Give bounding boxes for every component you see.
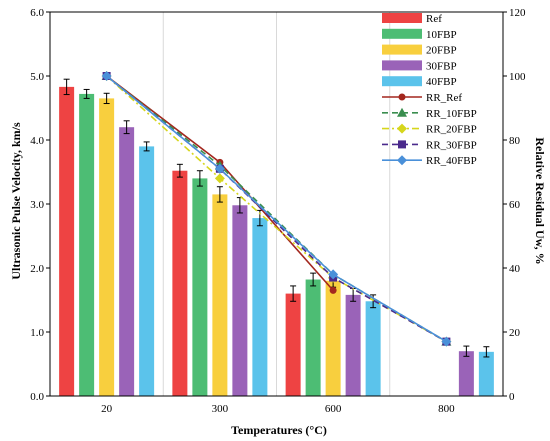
x-tick-label-800: 800 [438,403,455,415]
y2-tick-label-80: 80 [509,135,521,147]
legend-label-10fbp: 10FBP [426,29,457,41]
y-tick-label-6.0: 6.0 [30,7,44,19]
bar-20fbp-20 [99,98,115,397]
bar-40fbp-20 [139,146,155,396]
point-rr-40fbp-800 [441,336,452,347]
bar-30fbp-600 [345,294,361,396]
bar-ref-600 [285,293,301,396]
y2-tick-label-60: 60 [509,199,521,211]
line-rr-40fbp [106,75,447,343]
line-rr-10fbp [106,75,447,343]
chart-legend: Ref 10FBP 20FBP 30FBP 40FBP RR_Ref RR_10FBP RR_… [382,13,477,167]
bar-20fbp-600 [325,280,341,396]
legend-marker-rr-ref [398,93,406,101]
y2-tick-label-0: 0 [509,391,515,403]
bar-ref-300 [172,170,188,396]
x-tick-label-20: 20 [101,403,113,415]
y-tick-label-3.0: 3.0 [30,199,44,211]
y-tick-label-5.0: 5.0 [30,71,44,83]
legend-label-rr-20fbp: RR_20FBP [426,124,477,136]
bar-10fbp-600 [305,279,321,396]
bar-40fbp-300 [252,218,268,396]
x-tick-label-600: 600 [325,403,342,415]
y-axis-title: Ultrasonic Pulse Velocity, km/s [9,122,23,280]
bar-10fbp-20 [79,93,95,397]
x-tick-label-300: 300 [212,403,229,415]
legend-label-rr-30fbp: RR_30FBP [426,139,477,151]
y-tick-label-4.0: 4.0 [30,135,44,147]
bar-30fbp-20 [119,127,135,396]
point-rr-ref-600 [329,286,337,294]
legend-label-20fbp: 20FBP [426,45,457,57]
bar-layer [59,78,494,397]
point-rr-40fbp-600 [328,269,339,280]
legend-label-ref: Ref [426,13,442,25]
grid-layer [162,12,391,396]
line-rr-20fbp [106,75,447,343]
legend-label-40fbp: 40FBP [426,76,457,88]
bar-ref-20 [59,86,75,396]
axis-layer: 0.0 1.0 2.0 3.0 4.0 5.0 6.0 0 20 40 60 80 100 120 20 30… [30,7,526,415]
y2-tick-label-20: 20 [509,327,521,339]
y2-tick-label-120: 120 [509,7,526,19]
legend-swatch-20fbp [382,44,422,55]
y-tick-label-0.0: 0.0 [30,391,44,403]
legend-marker-rr-10fbp [397,107,407,117]
bar-30fbp-800 [458,351,474,396]
legend-marker-rr-20fbp [397,123,407,134]
legend-swatch-40fbp [382,76,422,87]
bar-40fbp-600 [365,301,381,396]
line-layer [101,71,452,347]
legend-marker-rr-30fbp [398,140,406,149]
legend-label-rr-ref: RR_Ref [426,92,462,104]
point-rr-40fbp-20 [101,71,112,81]
legend-label-30fbp: 30FBP [426,60,457,72]
legend-swatch-ref [382,13,422,23]
bar-20fbp-300 [212,194,228,396]
point-rr-40fbp-300 [214,163,225,174]
bar-10fbp-300 [192,178,208,396]
y-tick-label-2.0: 2.0 [30,263,44,275]
x-axis-title: Temperatures (°C) [231,423,327,437]
y-tick-label-1.0: 1.0 [30,327,44,339]
legend-label-rr-40fbp: RR_40FBP [426,155,477,167]
bar-30fbp-300 [232,205,248,396]
legend-swatch-30fbp [382,60,422,71]
y2-tick-label-100: 100 [509,71,526,83]
bar-40fbp-800 [478,351,494,396]
legend-swatch-10fbp [382,28,422,39]
legend-marker-rr-40fbp [397,155,407,166]
legend-label-rr-10fbp: RR_10FBP [426,108,477,120]
y2-tick-label-40: 40 [509,263,521,275]
point-rr-20fbp-300 [214,173,225,184]
y2-axis-title: Relative Residual Uw, % [533,137,547,264]
